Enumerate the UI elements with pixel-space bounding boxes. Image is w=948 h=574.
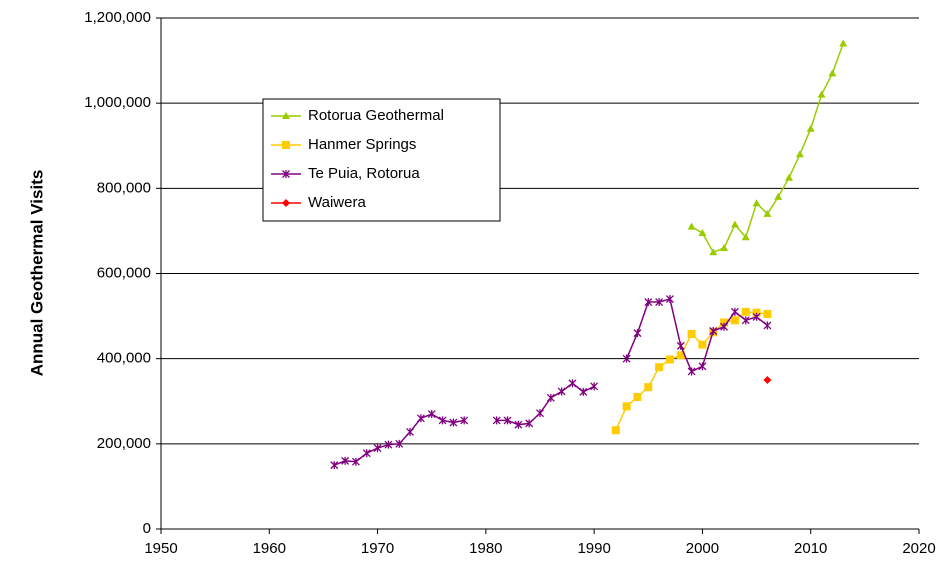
x-tick-label: 1960 [253,540,286,557]
marker [449,418,458,427]
marker [282,141,290,149]
marker [622,402,631,411]
x-tick-label: 2000 [686,540,719,557]
marker [763,375,772,384]
y-tick-label: 1,200,000 [84,9,151,26]
marker [763,321,772,330]
marker [655,298,664,307]
marker [503,416,512,425]
marker [622,354,631,363]
legend-label: Waiwera [308,194,366,211]
x-tick-label: 2020 [902,540,935,557]
x-tick-label: 1990 [577,540,610,557]
x-tick-label: 1950 [144,540,177,557]
marker [687,367,696,376]
marker [720,318,729,327]
marker [568,379,577,388]
legend-label: Te Puia, Rotorua [308,165,420,182]
marker [741,307,750,316]
marker [590,382,599,391]
marker [741,233,750,241]
marker [752,199,761,207]
marker [763,309,772,318]
marker [395,439,404,448]
legend-label: Hanmer Springs [308,136,416,153]
marker [514,420,523,429]
marker [416,414,425,423]
marker [579,387,588,396]
marker [730,220,739,228]
marker [536,409,544,418]
marker [330,461,339,470]
legend-label: Rotorua Geothermal [308,107,444,124]
marker [557,387,566,396]
marker [282,199,290,207]
marker [839,39,848,47]
marker [373,444,382,453]
x-tick-label: 1980 [469,540,502,557]
marker [828,69,837,77]
marker [611,426,620,435]
marker [633,392,642,401]
marker [741,316,750,325]
marker [698,340,707,349]
marker [341,456,350,465]
marker [282,112,290,119]
marker [763,209,772,217]
series-line [691,43,844,254]
x-tick-label: 1970 [361,540,394,557]
marker [720,322,729,331]
marker [546,393,555,402]
y-tick-label: 600,000 [97,264,151,281]
y-axis-label: Annual Geothermal Visits [27,170,46,377]
marker [282,170,290,178]
marker [438,416,447,425]
marker [752,312,761,321]
y-tick-label: 200,000 [97,435,151,452]
marker [427,410,436,419]
marker [384,440,393,449]
marker [730,307,739,316]
marker [709,326,718,335]
marker [406,427,415,436]
y-tick-label: 800,000 [97,179,151,196]
y-tick-label: 0 [143,520,151,537]
marker [774,192,783,200]
marker [655,363,664,372]
marker [665,295,674,304]
marker [633,329,642,338]
marker [698,229,707,237]
marker [644,298,653,307]
marker [817,90,826,98]
marker [644,383,653,392]
marker [795,150,804,158]
marker [698,362,707,371]
marker [362,449,371,458]
marker [687,329,696,338]
marker [676,351,685,360]
legend-box [262,98,501,222]
marker [752,308,761,317]
marker [720,243,729,251]
marker [785,173,794,181]
marker [730,316,739,325]
marker [492,416,501,425]
y-tick-label: 1,000,000 [84,94,151,111]
marker [676,341,685,350]
marker [351,457,360,466]
legend: Rotorua Geothermal Hanmer Springs Te Puia,… [262,98,501,222]
x-tick-label: 2010 [794,540,827,557]
marker [665,355,674,364]
marker [460,416,469,425]
marker [806,124,815,132]
marker [525,419,534,428]
y-tick-label: 400,000 [97,350,151,367]
marker [709,248,718,256]
marker [687,222,696,230]
